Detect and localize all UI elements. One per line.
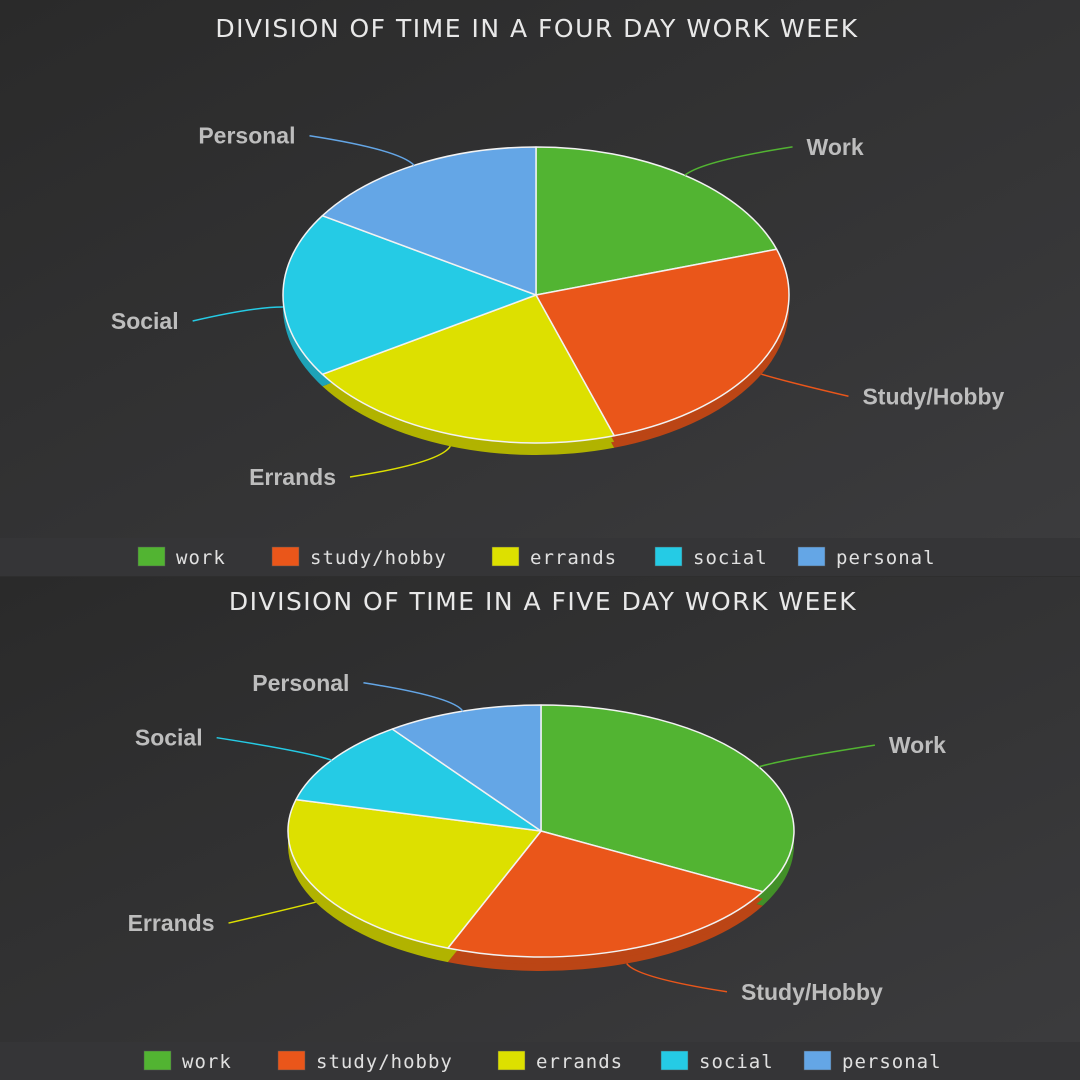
leader-line: [349, 445, 451, 478]
leader-line: [626, 963, 728, 993]
slice-label: Errands: [249, 464, 336, 490]
legend-swatch: [271, 546, 300, 567]
legend-item[interactable]: social: [660, 1050, 774, 1073]
slice-errands[interactable]: [321, 294, 615, 444]
slice-label: Personal: [198, 123, 295, 149]
legend-swatch: [143, 1050, 172, 1071]
chart-panel-four-day: DIVISION OF TIME IN A FOUR DAY WORK WEEK…: [0, 0, 1080, 576]
legend-swatch: [803, 1050, 832, 1071]
legend-strip: [0, 1042, 1080, 1080]
slice-label: Work: [807, 134, 864, 160]
legend-swatch: [491, 546, 520, 567]
legend-label: errands: [536, 1051, 623, 1073]
legend: work study/hobby errands social personal: [143, 1050, 942, 1073]
slice-label: Social: [135, 725, 203, 751]
legend-swatch: [137, 546, 166, 567]
leader-line: [309, 135, 415, 166]
legend-item[interactable]: social: [654, 546, 768, 569]
slice-personal[interactable]: [321, 146, 537, 296]
legend-strip: [0, 538, 1080, 576]
chart-panel-five-day: DIVISION OF TIME IN A FIVE DAY WORK WEEK…: [0, 577, 1080, 1080]
chart-title: DIVISION OF TIME IN A FIVE DAY WORK WEEK: [229, 587, 857, 616]
legend-item[interactable]: study/hobby: [271, 546, 447, 569]
slice-label: Social: [111, 308, 179, 334]
slice-label: Study/Hobby: [741, 979, 883, 1005]
legend-item[interactable]: errands: [497, 1050, 623, 1073]
slice-label: Study/Hobby: [862, 383, 1004, 409]
legend-label: personal: [842, 1051, 942, 1073]
legend-label: social: [693, 547, 768, 569]
pie-chart: Work Study/Hobby Errands Social Personal: [111, 123, 1005, 490]
legend-swatch: [277, 1050, 306, 1071]
pie-chart: Work Study/Hobby Errands Social Personal: [128, 670, 947, 1005]
chart-title: DIVISION OF TIME IN A FOUR DAY WORK WEEK: [215, 14, 858, 43]
leader-line: [363, 682, 464, 712]
slice-label: Errands: [128, 910, 215, 936]
legend-item[interactable]: study/hobby: [277, 1050, 453, 1073]
legend-swatch: [654, 546, 683, 567]
legend-item[interactable]: work: [137, 546, 226, 569]
slice-work[interactable]: [535, 146, 778, 296]
slice-study-hobby[interactable]: [535, 248, 790, 437]
slice-errands[interactable]: [287, 798, 542, 949]
leader-line: [761, 373, 849, 397]
slice-label: Work: [889, 732, 946, 758]
legend-label: work: [182, 1051, 232, 1073]
legend-swatch: [797, 546, 826, 567]
legend-item[interactable]: work: [143, 1050, 232, 1073]
legend-item[interactable]: personal: [797, 546, 936, 569]
legend-swatch: [497, 1050, 526, 1071]
legend-swatch: [660, 1050, 689, 1071]
legend-label: work: [176, 547, 226, 569]
leader-line: [758, 744, 876, 768]
leader-line: [684, 146, 793, 176]
slice-study-hobby[interactable]: [447, 830, 764, 958]
leader-line: [216, 736, 332, 761]
leader-line: [192, 306, 284, 322]
slice-social[interactable]: [282, 214, 537, 376]
legend-item[interactable]: errands: [491, 546, 617, 569]
legend-item[interactable]: personal: [803, 1050, 942, 1073]
leader-line: [228, 901, 316, 924]
legend-label: personal: [836, 547, 936, 569]
legend-label: study/hobby: [310, 547, 447, 569]
slice-label: Personal: [252, 670, 349, 696]
legend-label: errands: [530, 547, 617, 569]
legend-label: social: [699, 1051, 774, 1073]
legend-label: study/hobby: [316, 1051, 453, 1073]
legend: work study/hobby errands social personal: [137, 546, 936, 569]
